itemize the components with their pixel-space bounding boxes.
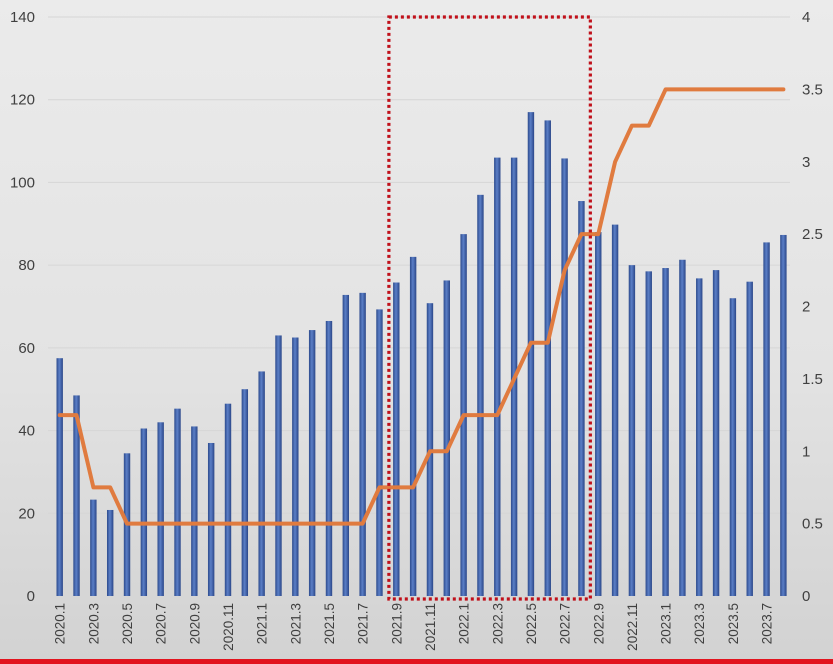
x-tick-label: 2020.1 — [53, 603, 68, 644]
y-right-tick-label: 1.5 — [802, 371, 823, 388]
bar — [561, 158, 568, 597]
bar — [224, 403, 232, 596]
y-left-tick-label: 100 — [10, 174, 35, 191]
line-path — [57, 87, 786, 526]
bar — [477, 194, 484, 597]
x-tick-label: 2022.9 — [591, 603, 606, 644]
x-tick-label: 2020.11 — [221, 603, 236, 651]
bar — [359, 292, 366, 596]
bar — [342, 294, 350, 596]
bar — [106, 509, 114, 596]
x-axis: 2020.1 2020.3 2020.5 2020.7 2020.9 2020.11 202… — [53, 603, 775, 651]
bar — [241, 389, 249, 596]
y-left-tick-label: 20 — [18, 505, 35, 522]
bar — [174, 408, 181, 596]
bar — [325, 320, 333, 596]
bar — [578, 201, 585, 596]
bar — [191, 426, 198, 596]
bar — [729, 298, 737, 596]
y-right-tick-label: 0.5 — [802, 516, 823, 533]
bar — [763, 242, 770, 596]
y-left-tick-label: 80 — [18, 257, 35, 274]
bar — [662, 268, 669, 596]
x-tick-label: 2020.9 — [187, 603, 202, 644]
bar — [393, 282, 400, 596]
bar — [308, 330, 316, 596]
x-tick-label: 2023.5 — [726, 603, 741, 644]
y-right-tick-label: 1 — [802, 443, 810, 460]
bar — [712, 270, 720, 596]
y-left-tick-label: 120 — [10, 92, 35, 109]
x-tick-label: 2021.11 — [423, 603, 438, 651]
x-tick-label: 2022.7 — [558, 603, 573, 644]
bar — [494, 157, 501, 596]
highlight-region — [387, 15, 592, 601]
x-tick-label: 2020.7 — [154, 603, 169, 644]
x-tick-label: 2021.7 — [356, 603, 371, 644]
bar — [544, 120, 551, 597]
x-tick-label: 2023.7 — [760, 603, 775, 644]
x-tick-label: 2022.3 — [490, 603, 505, 644]
x-tick-label: 2021.1 — [255, 603, 270, 644]
left-y-axis: 0 20 40 60 80 100 120 140 — [10, 9, 35, 605]
y-right-tick-label: 3 — [802, 154, 810, 171]
bar — [611, 224, 619, 596]
y-left-tick-label: 40 — [18, 423, 35, 440]
y-right-tick-label: 0 — [802, 588, 810, 605]
bar — [56, 358, 63, 596]
line-series — [57, 87, 786, 526]
x-tick-label: 2023.3 — [692, 603, 707, 644]
bar — [696, 278, 703, 596]
highlight-box — [387, 15, 592, 601]
y-right-tick-label: 2 — [802, 299, 810, 316]
bar — [780, 234, 787, 596]
x-tick-label: 2021.9 — [389, 603, 404, 644]
y-right-tick-label: 2.5 — [802, 226, 823, 243]
y-right-tick-label: 4 — [802, 9, 810, 26]
y-left-tick-label: 0 — [27, 588, 35, 605]
x-tick-label: 2022.1 — [457, 603, 472, 644]
x-tick-label: 2020.3 — [86, 603, 101, 644]
bar — [595, 232, 602, 597]
bar — [746, 281, 753, 596]
y-left-tick-label: 60 — [18, 340, 35, 357]
bar — [443, 280, 450, 596]
bar — [376, 309, 383, 596]
bar — [645, 271, 652, 596]
x-tick-label: 2022.11 — [625, 603, 640, 651]
bottom-rule — [0, 659, 833, 664]
y-left-tick-label: 140 — [10, 9, 35, 26]
bar — [157, 422, 164, 596]
y-right-tick-label: 3.5 — [802, 81, 823, 98]
bar — [140, 428, 148, 596]
x-tick-label: 2022.5 — [524, 603, 539, 644]
bar — [275, 335, 282, 596]
bar — [409, 256, 417, 596]
bar — [679, 259, 686, 596]
bar — [527, 112, 535, 596]
bar — [258, 371, 265, 596]
gridlines — [48, 16, 790, 597]
x-tick-label: 2020.5 — [120, 603, 135, 644]
bar — [73, 395, 80, 596]
bar — [292, 337, 299, 596]
x-tick-label: 2021.5 — [322, 603, 337, 644]
bar — [207, 442, 215, 596]
bar — [90, 499, 97, 596]
right-y-axis: 0 0.5 1 1.5 2 2.5 3 3.5 4 — [802, 9, 823, 605]
bar — [628, 265, 636, 596]
x-tick-label: 2023.1 — [659, 603, 674, 644]
x-tick-label: 2021.3 — [288, 603, 303, 644]
